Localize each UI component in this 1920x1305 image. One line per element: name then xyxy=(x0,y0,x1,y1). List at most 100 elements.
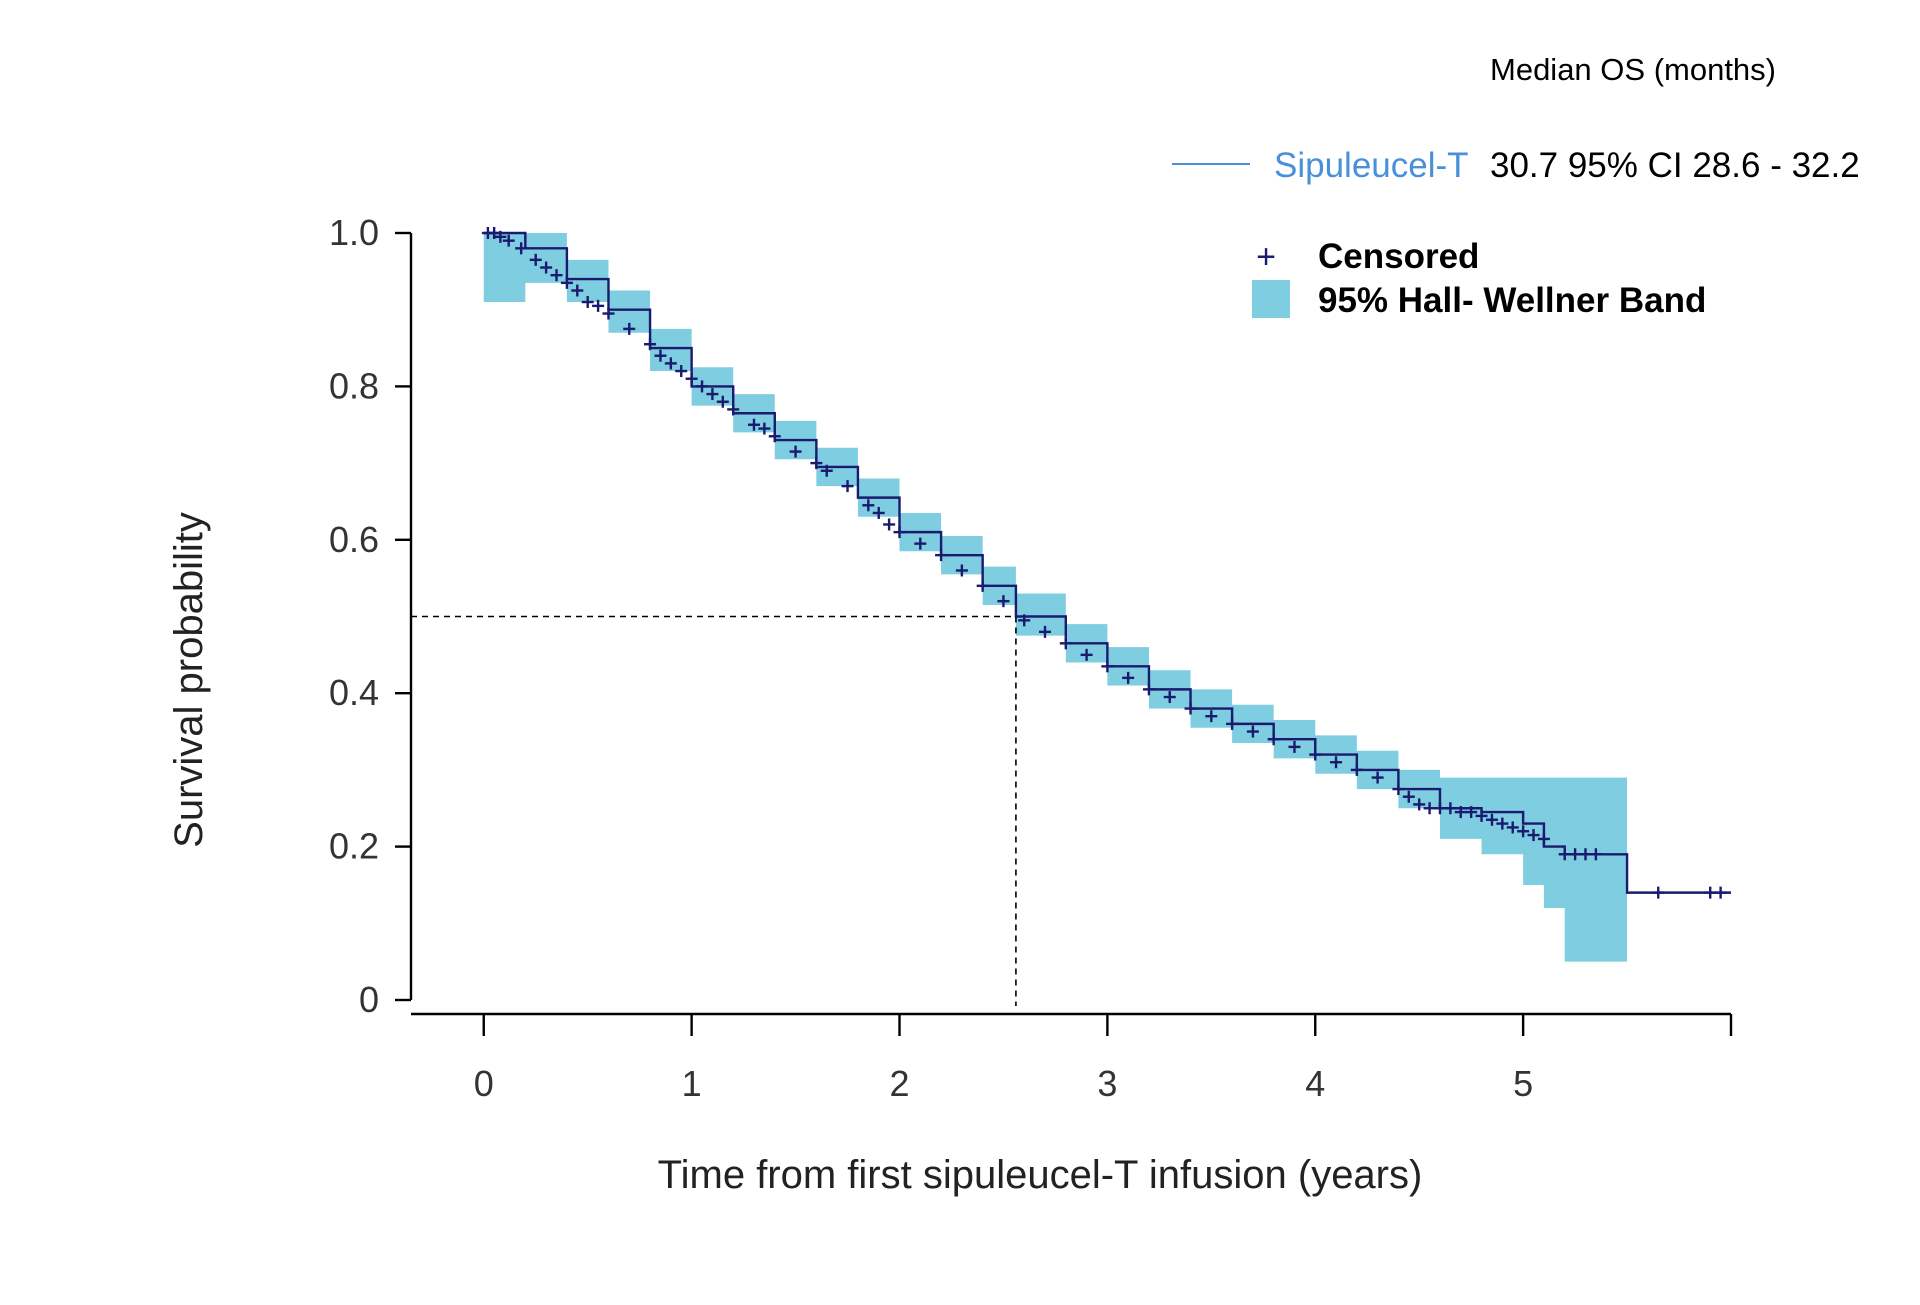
censored-mark xyxy=(914,537,927,550)
censored-mark xyxy=(1579,848,1592,861)
censored-mark xyxy=(768,430,781,443)
censored-mark xyxy=(747,418,760,431)
y-tick-label: 1.0 xyxy=(329,212,379,253)
censored-mark xyxy=(1465,806,1478,819)
censored-mark xyxy=(1059,637,1072,650)
censored-mark xyxy=(540,261,553,274)
censored-mark xyxy=(1392,783,1405,796)
confidence-band-layer xyxy=(483,233,1628,962)
censored-mark xyxy=(841,480,854,493)
censored-mark xyxy=(571,284,584,297)
censored-mark xyxy=(664,357,677,370)
censored-mark xyxy=(1569,848,1582,861)
censored-mark xyxy=(789,445,802,458)
censored-mark xyxy=(893,526,906,539)
censored-mark xyxy=(685,372,698,385)
censored-mark xyxy=(502,234,515,247)
censored-mark xyxy=(1485,813,1498,826)
censored-mark xyxy=(706,388,719,401)
censored-mark xyxy=(1413,798,1426,811)
censored-mark xyxy=(1589,848,1602,861)
censored-mark xyxy=(716,395,729,408)
censored-mark xyxy=(1517,825,1530,838)
legend-header: Median OS (months) xyxy=(1490,52,1776,87)
censored-mark xyxy=(1506,821,1519,834)
y-tick-label: 0.4 xyxy=(329,672,379,713)
x-tick-label: 2 xyxy=(889,1063,909,1104)
censored-mark xyxy=(1184,702,1197,715)
x-tick-label: 5 xyxy=(1513,1063,1533,1104)
x-tick-label: 3 xyxy=(1097,1063,1117,1104)
censored-mark xyxy=(581,296,594,309)
censored-mark xyxy=(1122,671,1135,684)
censored-mark xyxy=(529,253,542,266)
legend-censored-label: Censored xyxy=(1318,237,1479,276)
censored-mark xyxy=(696,380,709,393)
censored-mark xyxy=(1402,790,1415,803)
censored-mark xyxy=(935,549,948,562)
censored-mark xyxy=(1454,806,1467,819)
censored-mark xyxy=(550,269,563,282)
censored-mark xyxy=(675,365,688,378)
legend: Median OS (months) Sipuleucel-T 30.7 95%… xyxy=(1172,52,1860,320)
censored-mark xyxy=(955,564,968,577)
censored-mark xyxy=(820,464,833,477)
censored-mark xyxy=(872,506,885,519)
censored-mark xyxy=(602,307,615,320)
censored-mark xyxy=(488,227,501,239)
censored-mark xyxy=(976,579,989,592)
censored-mark xyxy=(1371,771,1384,784)
censored-mark xyxy=(592,299,605,312)
x-tick-label: 1 xyxy=(682,1063,702,1104)
censored-mark xyxy=(1475,809,1488,822)
y-tick-label: 0.8 xyxy=(329,365,379,406)
censored-mark xyxy=(654,349,667,362)
censored-mark xyxy=(1267,733,1280,746)
censored-mark xyxy=(560,276,573,289)
censored-mark xyxy=(1039,625,1052,638)
censored-mark xyxy=(1423,802,1436,815)
legend-censored-marker: + xyxy=(1256,238,1276,276)
y-tick-label: 0.6 xyxy=(329,519,379,560)
confidence-band xyxy=(483,233,1628,962)
censored-mark xyxy=(644,338,657,351)
censored-mark xyxy=(1226,717,1239,730)
censored-mark xyxy=(1330,756,1343,769)
censored-mark xyxy=(1246,725,1259,738)
censored-mark xyxy=(1496,817,1509,830)
censored-mark xyxy=(1433,802,1446,815)
legend-series-name: Sipuleucel-T xyxy=(1274,146,1469,185)
x-tick-label: 0 xyxy=(474,1063,494,1104)
censored-mark xyxy=(810,457,823,470)
censored-mark xyxy=(1288,740,1301,753)
censored-mark xyxy=(494,230,507,243)
censored-mark xyxy=(1163,691,1176,704)
censored-mark xyxy=(623,322,636,335)
censored-mark xyxy=(1309,748,1322,761)
legend-series-stat: 30.7 95% CI 28.6 - 32.2 xyxy=(1490,146,1860,185)
censored-mark xyxy=(1537,832,1550,845)
x-tick-label: 4 xyxy=(1305,1063,1325,1104)
censored-mark xyxy=(1350,763,1363,776)
censored-mark xyxy=(1652,886,1665,899)
y-tick-label: 0.2 xyxy=(329,826,379,867)
censored-mark xyxy=(1205,710,1218,723)
censored-mark xyxy=(1704,886,1717,899)
censored-mark xyxy=(1527,829,1540,842)
censored-mark xyxy=(883,518,896,531)
censored-mark xyxy=(1142,683,1155,696)
legend-band-label: 95% Hall- Wellner Band xyxy=(1318,281,1706,320)
censored-mark xyxy=(997,595,1010,608)
censored-mark xyxy=(758,422,771,435)
censored-mark xyxy=(1714,886,1727,899)
censored-mark xyxy=(1018,614,1031,627)
axes-layer: 0 0.2 0.4 0.6 0.8 1.0 0 1 2 3 4 5 xyxy=(329,212,1733,1104)
x-axis-title: Time from first sipuleucel-T infusion (y… xyxy=(658,1153,1423,1197)
censored-mark xyxy=(1558,848,1571,861)
y-tick-label: 0 xyxy=(359,979,379,1020)
censored-mark xyxy=(1101,660,1114,673)
censored-mark xyxy=(862,499,875,512)
y-axis-title: Survival probability xyxy=(167,512,211,848)
censored-mark xyxy=(727,403,740,416)
